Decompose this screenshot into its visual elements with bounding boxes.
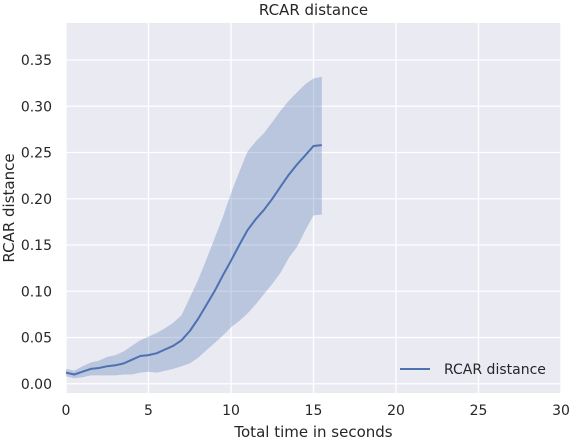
x-tick-label: 25 — [470, 403, 488, 419]
y-tick-label: 0.10 — [21, 284, 52, 300]
legend: RCAR distance — [400, 362, 546, 378]
x-tick-label: 20 — [387, 403, 405, 419]
legend-label: RCAR distance — [444, 362, 546, 378]
y-tick-label: 0.15 — [21, 238, 52, 254]
confidence-band-layer — [66, 76, 322, 379]
x-axis-ticks: 0 5 10 15 20 25 30 — [62, 403, 570, 419]
x-tick-label: 15 — [305, 403, 323, 419]
series-line-layer — [65, 144, 322, 376]
y-tick-label: 0.30 — [21, 99, 52, 115]
x-tick-label: 30 — [552, 403, 570, 419]
x-axis-title: Total time in seconds — [233, 423, 392, 441]
grid-lines — [65, 23, 562, 393]
y-axis-title: RCAR distance — [0, 153, 18, 262]
x-tick-label: 5 — [144, 403, 153, 419]
y-tick-label: 0.25 — [21, 146, 52, 162]
y-tick-label: 0.20 — [21, 192, 52, 208]
y-tick-label: 0.00 — [21, 377, 52, 393]
y-axis-ticks: 0.00 0.05 0.10 0.15 0.20 0.25 0.30 0.35 — [21, 53, 52, 393]
chart-title: RCAR distance — [259, 1, 368, 19]
series-line — [65, 144, 322, 376]
confidence-band — [66, 76, 322, 379]
y-tick-label: 0.05 — [21, 331, 52, 347]
y-tick-label: 0.35 — [21, 53, 52, 69]
x-tick-label: 10 — [222, 403, 240, 419]
x-tick-label: 0 — [62, 403, 71, 419]
